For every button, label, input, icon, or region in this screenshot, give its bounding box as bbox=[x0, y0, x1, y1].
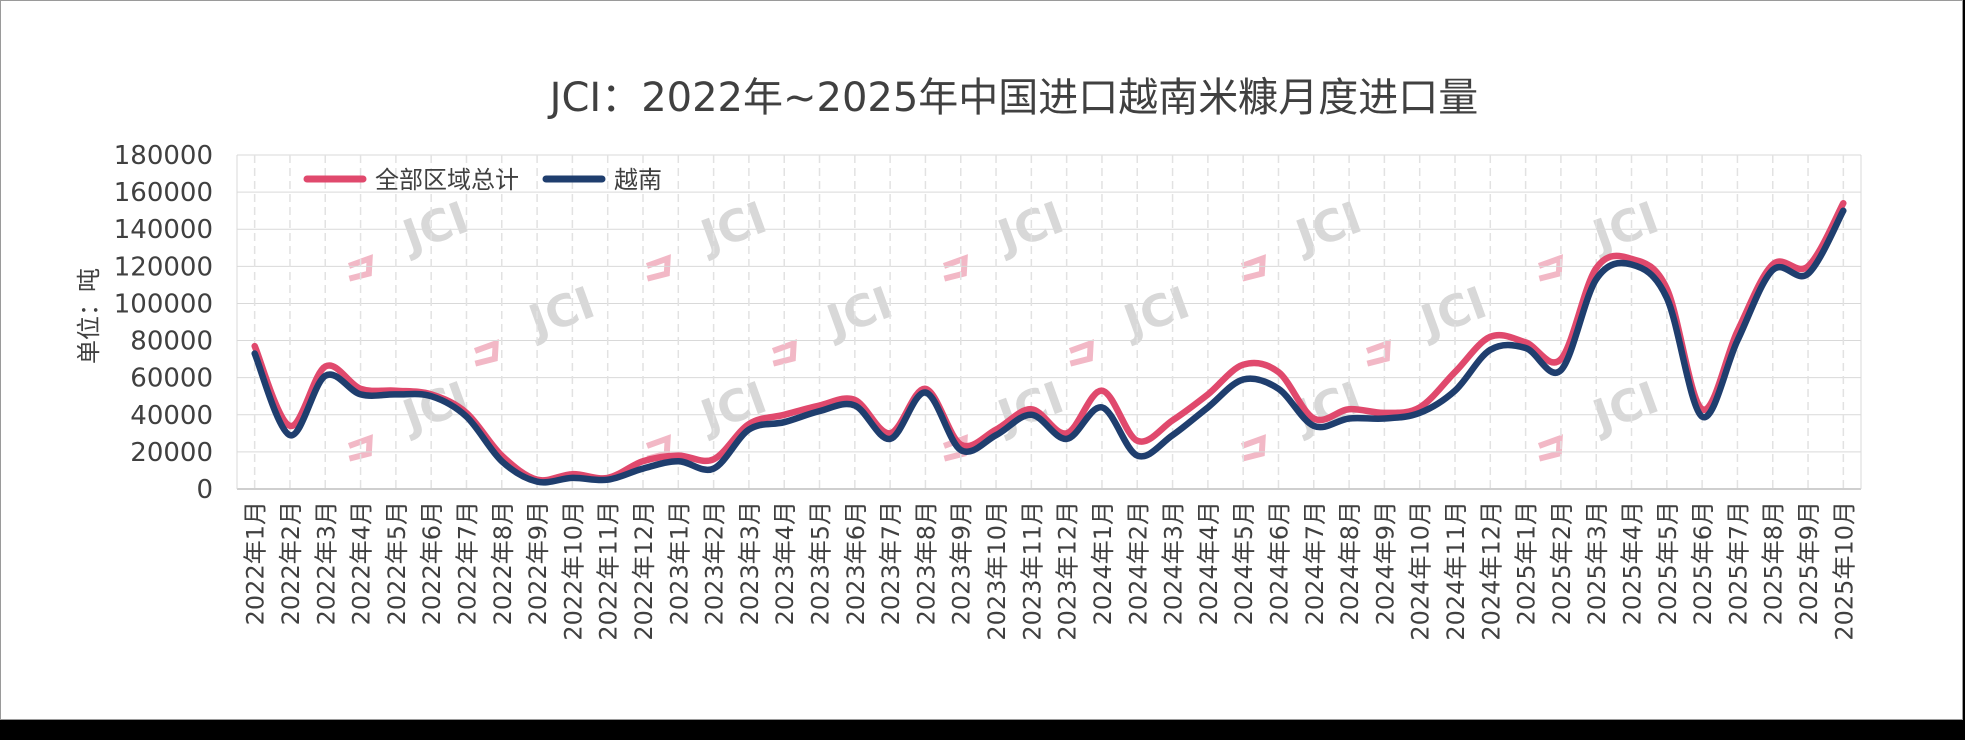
x-tick-label: 2025年1月 bbox=[1513, 501, 1541, 625]
watermark-logo bbox=[1537, 434, 1563, 462]
x-tick-label: 2022年1月 bbox=[242, 501, 270, 625]
x-tick-label: 2024年1月 bbox=[1089, 501, 1117, 625]
watermark-logo bbox=[1365, 339, 1391, 367]
watermark-logo bbox=[1240, 434, 1266, 462]
y-tick-label: 140000 bbox=[114, 215, 213, 245]
watermark-text: JCI bbox=[692, 372, 773, 443]
watermark-logo bbox=[1068, 339, 1094, 367]
x-tick-label: 2024年7月 bbox=[1301, 501, 1329, 625]
x-tick-label: 2024年8月 bbox=[1336, 501, 1364, 625]
x-tick-label: 2022年10月 bbox=[559, 501, 587, 641]
x-tick-label: 2023年7月 bbox=[877, 501, 905, 625]
y-tick-label: 20000 bbox=[130, 438, 213, 468]
x-tick-label: 2025年10月 bbox=[1830, 501, 1858, 641]
x-tick-label: 2025年4月 bbox=[1619, 501, 1647, 625]
x-tick-label: 2022年5月 bbox=[383, 501, 411, 625]
watermark-text: JCI bbox=[1115, 277, 1196, 348]
watermark-logo bbox=[473, 339, 499, 367]
y-axis-ticks: 0 20000 40000 60000 80000 100000 120000 140000 1… bbox=[114, 141, 213, 505]
x-tick-label: 2024年10月 bbox=[1407, 501, 1435, 641]
x-tick-label: 2024年4月 bbox=[1195, 501, 1223, 625]
x-tick-label: 2025年8月 bbox=[1760, 501, 1788, 625]
x-tick-label: 2022年7月 bbox=[453, 501, 481, 625]
legend-label-vietnam: 越南 bbox=[614, 166, 662, 194]
y-tick-label: 120000 bbox=[114, 252, 213, 282]
y-tick-label: 40000 bbox=[130, 401, 213, 431]
x-tick-label: 2022年12月 bbox=[630, 501, 658, 641]
x-tick-label: 2022年11月 bbox=[595, 501, 623, 641]
x-tick-label: 2023年5月 bbox=[807, 501, 835, 625]
x-tick-label: 2022年4月 bbox=[348, 501, 376, 625]
watermark-logo bbox=[347, 434, 373, 462]
x-tick-label: 2025年6月 bbox=[1689, 501, 1717, 625]
x-tick-label: 2025年2月 bbox=[1548, 501, 1576, 625]
x-tick-label: 2023年3月 bbox=[736, 501, 764, 625]
watermark-text: JCI bbox=[520, 277, 601, 348]
x-tick-label: 2025年9月 bbox=[1795, 501, 1823, 625]
x-tick-label: 2023年6月 bbox=[842, 501, 870, 625]
x-tick-label: 2022年6月 bbox=[418, 501, 446, 625]
x-axis-ticks: 2022年1月 2022年2月 2022年3月 2022年4月 2022年5月 2022年… bbox=[242, 501, 1859, 641]
y-tick-label: 80000 bbox=[130, 327, 213, 357]
x-tick-label: 2024年5月 bbox=[1230, 501, 1258, 625]
x-tick-label: 2024年9月 bbox=[1371, 501, 1399, 625]
x-tick-label: 2024年11月 bbox=[1442, 501, 1470, 641]
x-tick-label: 2023年10月 bbox=[983, 501, 1011, 641]
watermark-text: JCI bbox=[1412, 277, 1493, 348]
x-tick-label: 2022年8月 bbox=[489, 501, 517, 625]
x-tick-label: 2025年7月 bbox=[1724, 501, 1752, 625]
y-tick-label: 100000 bbox=[114, 289, 213, 319]
y-tick-label: 60000 bbox=[130, 364, 213, 394]
series-points bbox=[254, 203, 1844, 480]
chart-title: JCI：2022年~2025年中国进口越南米糠月度进口量 bbox=[547, 75, 1479, 121]
x-tick-label: 2022年3月 bbox=[312, 501, 340, 625]
x-tick-label: 2024年2月 bbox=[1124, 501, 1152, 625]
x-tick-label: 2024年6月 bbox=[1265, 501, 1293, 625]
series-points bbox=[254, 210, 1844, 482]
legend-label-total: 全部区域总计 bbox=[375, 166, 519, 194]
x-tick-label: 2025年3月 bbox=[1583, 501, 1611, 625]
x-tick-label: 2024年3月 bbox=[1160, 501, 1188, 625]
watermark-text: JCI bbox=[1287, 192, 1368, 263]
watermark-text: JCI bbox=[818, 277, 899, 348]
x-tick-label: 2023年12月 bbox=[1054, 501, 1082, 641]
x-tick-label: 2022年2月 bbox=[277, 501, 305, 625]
x-tick-label: 2023年2月 bbox=[701, 501, 729, 625]
y-tick-label: 180000 bbox=[114, 141, 213, 171]
x-tick-label: 2023年8月 bbox=[912, 501, 940, 625]
watermark-logo bbox=[645, 254, 671, 282]
x-tick-label: 2023年9月 bbox=[948, 501, 976, 625]
y-tick-label: 0 bbox=[196, 475, 213, 505]
line-chart: JCI：2022年~2025年中国进口越南米糠月度进口量 单位：吨 JCI JCI… bbox=[75, 75, 1862, 641]
watermark-text: JCI bbox=[989, 192, 1070, 263]
x-tick-label: 2023年4月 bbox=[771, 501, 799, 625]
watermark-text: JCI bbox=[394, 192, 475, 263]
chart-card: JCI：2022年~2025年中国进口越南米糠月度进口量 单位：吨 JCI JCI… bbox=[0, 0, 1963, 720]
x-tick-label: 2023年11月 bbox=[1018, 501, 1046, 641]
x-tick-label: 2022年9月 bbox=[524, 501, 552, 625]
watermark-logo bbox=[942, 254, 968, 282]
y-tick-label: 160000 bbox=[114, 178, 213, 208]
gridlines bbox=[236, 154, 1862, 490]
watermark-logo bbox=[1537, 254, 1563, 282]
x-tick-label: 2024年12月 bbox=[1477, 501, 1505, 641]
x-tick-label: 2023年1月 bbox=[665, 501, 693, 625]
watermark-text: JCI bbox=[692, 192, 773, 263]
y-axis-label: 单位：吨 bbox=[75, 268, 103, 364]
watermark-logo bbox=[771, 339, 797, 367]
series-lines bbox=[251, 199, 1847, 486]
x-tick-label: 2025年5月 bbox=[1654, 501, 1682, 625]
legend: 全部区域总计 越南 bbox=[303, 166, 662, 194]
